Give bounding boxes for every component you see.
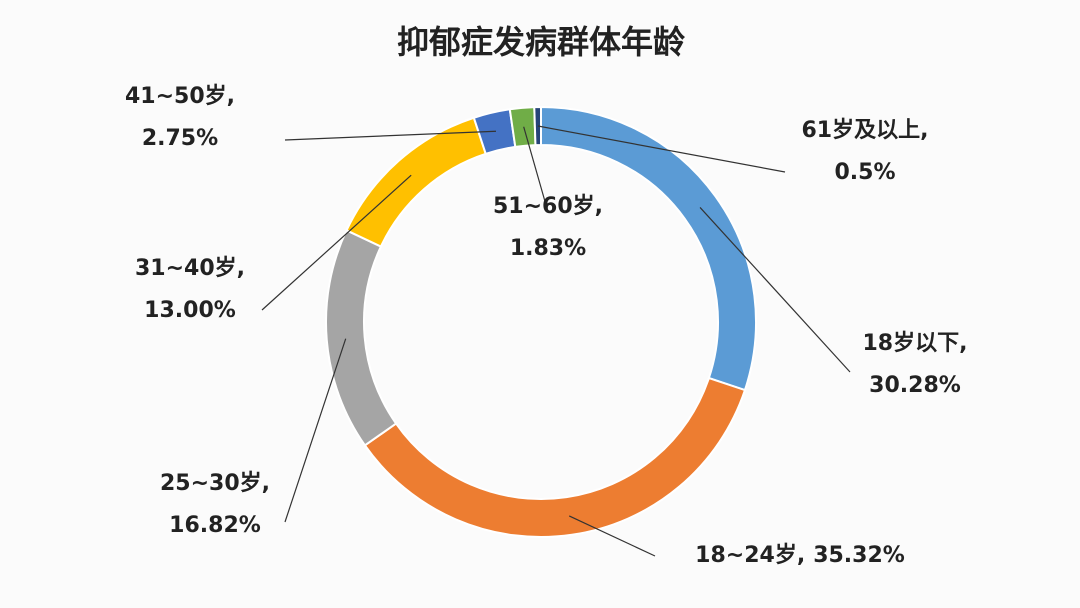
category-label: 25~30岁, [160, 470, 270, 496]
value-label: 35.32% [813, 543, 905, 568]
category-label: 18岁以下, [863, 330, 968, 356]
leader-line [261, 174, 412, 311]
category-label: 18~24岁, [695, 542, 805, 568]
value-label: 0.5% [834, 160, 895, 185]
donut-slice [508, 106, 537, 149]
value-label: 13.00% [144, 298, 236, 323]
leader-line [568, 515, 656, 557]
category-label: 31~40岁, [135, 255, 245, 281]
category-label: 61岁及以上, [802, 117, 929, 143]
category-label: 41~50岁, [125, 83, 235, 109]
chart-title: 抑郁症发病群体年龄 [397, 23, 685, 61]
category-label: 51~60岁, [493, 193, 603, 219]
leader-line [699, 207, 851, 373]
data-label: 18~24岁, 35.32% [695, 542, 905, 568]
donut-slice [533, 105, 542, 147]
value-label: 16.82% [169, 513, 261, 538]
value-label: 2.75% [142, 126, 218, 151]
leader-line [537, 125, 786, 173]
leader-line [284, 338, 347, 523]
leader-line [523, 126, 547, 206]
leader-line [284, 130, 497, 141]
value-label: 1.83% [510, 236, 586, 261]
value-label: 30.28% [869, 373, 961, 398]
